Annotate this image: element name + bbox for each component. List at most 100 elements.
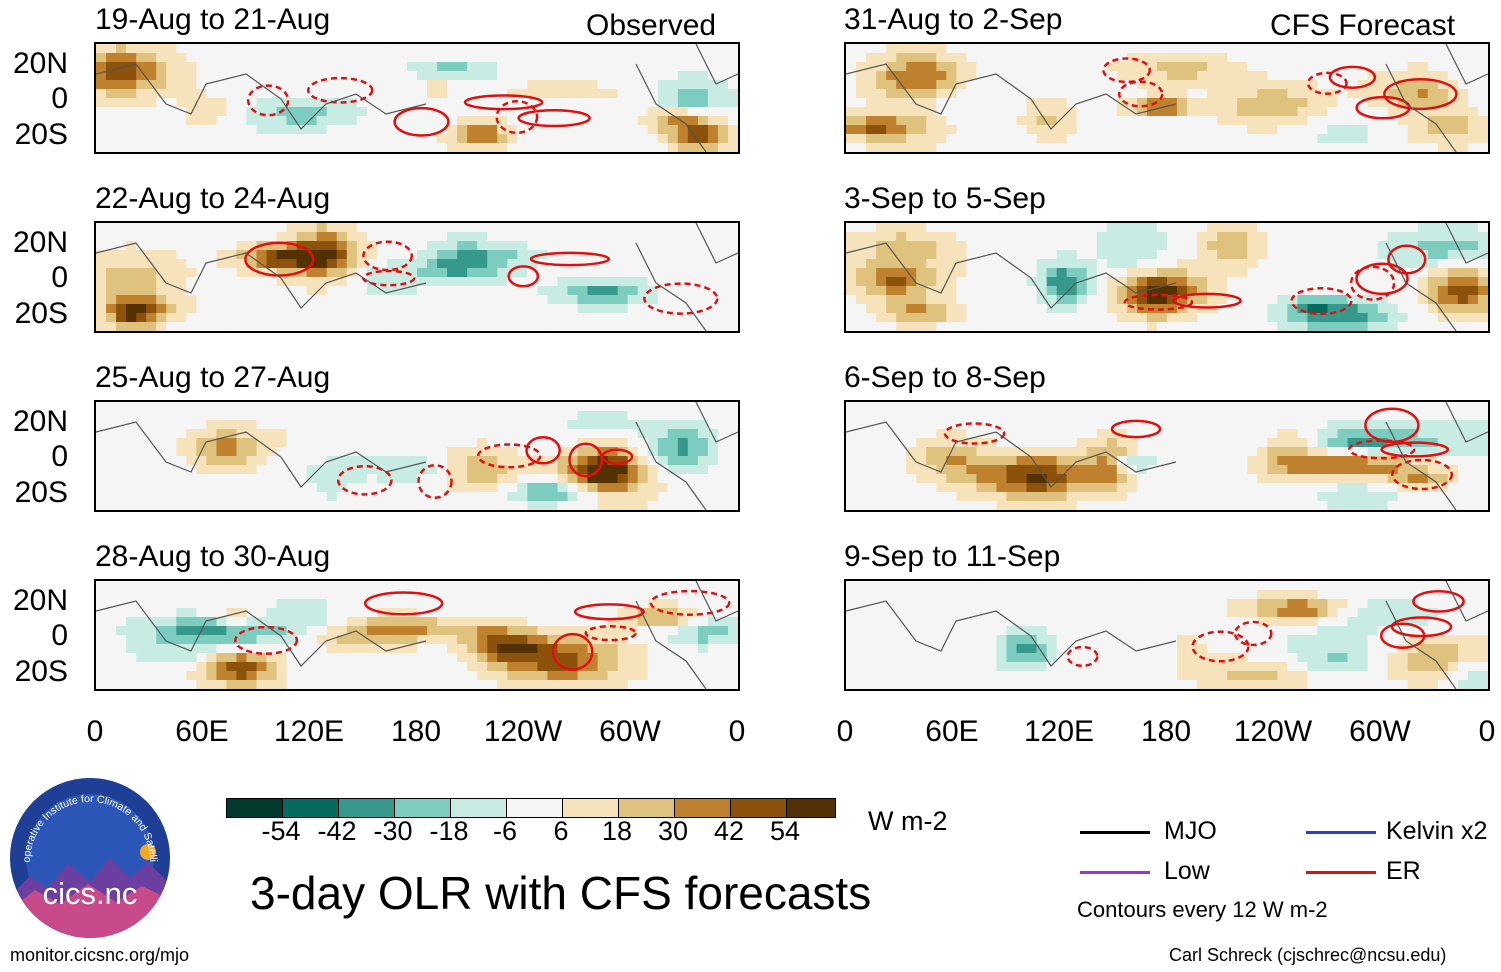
olr-cell xyxy=(276,250,288,260)
olr-cell xyxy=(607,474,619,484)
olr-cell xyxy=(176,420,187,430)
olr-cell xyxy=(1427,259,1439,269)
olr-cell xyxy=(707,250,719,260)
olr-cell xyxy=(966,286,978,296)
olr-cell xyxy=(216,125,228,135)
olr-cell xyxy=(376,680,388,689)
olr-cell xyxy=(926,438,937,448)
olr-cell xyxy=(1026,223,1038,233)
olr-cell xyxy=(336,295,348,305)
olr-cell xyxy=(447,98,458,108)
olr-cell xyxy=(186,402,197,412)
olr-cell xyxy=(1056,259,1068,269)
olr-cell xyxy=(457,617,468,627)
olr-cell xyxy=(1146,116,1158,126)
olr-cell xyxy=(256,420,268,430)
olr-cell xyxy=(687,259,699,269)
olr-cell xyxy=(266,474,278,484)
olr-cell xyxy=(627,447,639,457)
olr-cell xyxy=(166,277,177,287)
olr-cell xyxy=(966,71,978,81)
olr-cell xyxy=(627,438,639,448)
olr-cell xyxy=(457,680,468,689)
olr-cell xyxy=(1457,143,1469,152)
olr-cell xyxy=(647,89,659,99)
olr-cell xyxy=(866,89,877,99)
olr-cell xyxy=(647,295,659,305)
olr-cell xyxy=(537,232,549,242)
olr-cell xyxy=(1056,420,1068,430)
olr-cell xyxy=(1026,411,1038,421)
olr-cell xyxy=(316,89,328,99)
olr-cell xyxy=(986,259,998,269)
olr-cell xyxy=(316,143,328,152)
olr-cell xyxy=(156,420,167,430)
olr-cell xyxy=(587,465,599,475)
olr-cell xyxy=(477,53,488,63)
olr-cell xyxy=(136,447,147,457)
olr-cell xyxy=(717,456,729,466)
olr-cell xyxy=(336,644,348,654)
olr-cell xyxy=(617,80,629,90)
olr-cell xyxy=(1247,53,1258,63)
olr-cell xyxy=(677,53,689,63)
olr-cell xyxy=(567,626,579,636)
olr-cell xyxy=(106,581,117,591)
olr-cell xyxy=(1247,80,1258,90)
olr-cell xyxy=(1136,53,1148,63)
olr-cell xyxy=(1116,429,1128,439)
olr-cell xyxy=(1347,89,1359,99)
olr-cell xyxy=(1417,80,1429,90)
olr-cell xyxy=(1136,420,1148,430)
olr-cell xyxy=(1066,98,1078,108)
olr-cell xyxy=(707,107,719,117)
olr-cell xyxy=(166,62,177,72)
olr-cell xyxy=(996,134,1008,144)
olr-cell xyxy=(447,53,458,63)
olr-cell xyxy=(916,98,927,108)
olr-cell xyxy=(136,313,147,323)
olr-cell xyxy=(936,134,947,144)
olr-cell xyxy=(617,456,629,466)
olr-cell xyxy=(126,250,137,260)
olr-cell xyxy=(926,268,937,278)
olr-cell xyxy=(467,89,478,99)
olr-cell xyxy=(876,304,887,314)
olr-cell xyxy=(627,71,639,81)
olr-cell xyxy=(246,259,258,269)
olr-cell xyxy=(196,250,207,260)
olr-cell xyxy=(356,44,368,54)
olr-cell xyxy=(1016,107,1028,117)
olr-cell xyxy=(356,438,368,448)
olr-cell xyxy=(1367,71,1379,81)
coastline xyxy=(96,581,738,689)
olr-cell xyxy=(406,80,418,90)
olr-cell xyxy=(366,143,378,152)
olr-cell xyxy=(856,277,867,287)
olr-cell xyxy=(527,53,538,63)
olr-cell xyxy=(1086,438,1098,448)
olr-cell xyxy=(627,492,639,502)
olr-cell xyxy=(627,304,639,314)
olr-cell xyxy=(356,89,368,99)
olr-cell xyxy=(166,465,177,475)
olr-cell xyxy=(1477,89,1488,99)
olr-cell xyxy=(527,304,538,314)
olr-cell xyxy=(156,295,167,305)
olr-cell xyxy=(457,232,468,242)
olr-cell xyxy=(1307,53,1319,63)
olr-cell xyxy=(1197,80,1208,90)
olr-cell xyxy=(547,608,559,618)
olr-cell xyxy=(996,429,1008,439)
olr-cell xyxy=(697,71,709,81)
olr-cell xyxy=(597,429,609,439)
olr-cell xyxy=(717,447,729,457)
olr-cell xyxy=(1267,250,1278,260)
olr-cell xyxy=(1177,134,1188,144)
olr-cell xyxy=(216,429,228,439)
olr-cell xyxy=(356,474,368,484)
olr-cell xyxy=(136,125,147,135)
olr-cell xyxy=(866,44,877,54)
olr-cell xyxy=(856,143,867,152)
olr-cell xyxy=(186,680,197,689)
